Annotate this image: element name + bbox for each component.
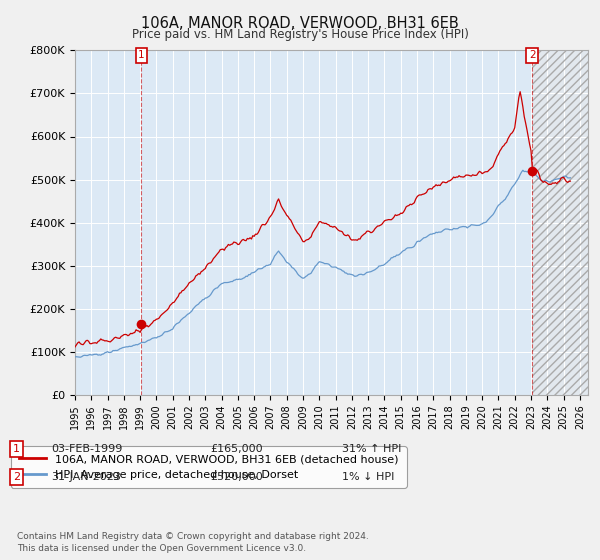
Text: 106A, MANOR ROAD, VERWOOD, BH31 6EB: 106A, MANOR ROAD, VERWOOD, BH31 6EB	[141, 16, 459, 31]
Bar	[532, 50, 588, 395]
Bar	[532, 50, 588, 395]
Text: 1: 1	[13, 444, 20, 454]
Text: 2: 2	[13, 472, 20, 482]
Bar	[532, 50, 588, 395]
Text: Price paid vs. HM Land Registry's House Price Index (HPI): Price paid vs. HM Land Registry's House …	[131, 28, 469, 41]
Text: 31-JAN-2023: 31-JAN-2023	[51, 472, 121, 482]
Text: 31% ↑ HPI: 31% ↑ HPI	[342, 444, 401, 454]
Text: 03-FEB-1999: 03-FEB-1999	[51, 444, 122, 454]
Text: £165,000: £165,000	[210, 444, 263, 454]
Text: £520,000: £520,000	[210, 472, 263, 482]
Text: 1: 1	[138, 50, 145, 60]
Text: 2: 2	[529, 50, 536, 60]
Text: Contains HM Land Registry data © Crown copyright and database right 2024.
This d: Contains HM Land Registry data © Crown c…	[17, 533, 368, 553]
Legend: 106A, MANOR ROAD, VERWOOD, BH31 6EB (detached house), HPI: Average price, detach: 106A, MANOR ROAD, VERWOOD, BH31 6EB (det…	[11, 446, 407, 488]
Text: 1% ↓ HPI: 1% ↓ HPI	[342, 472, 394, 482]
